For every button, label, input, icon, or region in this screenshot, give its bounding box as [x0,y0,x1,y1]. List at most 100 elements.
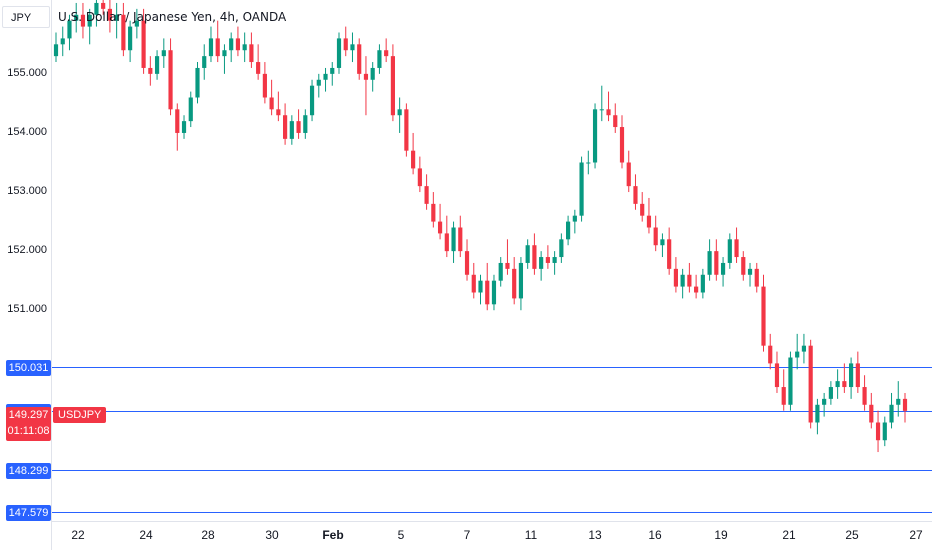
candle-body [808,345,813,423]
candle-body [754,268,759,287]
candle [101,0,106,15]
candle-body [646,215,652,228]
candle [316,73,321,98]
candle [633,174,638,210]
candle-body [148,67,153,74]
symbol-box[interactable]: JPY [2,6,50,28]
candle-body [741,257,746,275]
candle-body [87,14,92,27]
candle [215,20,220,63]
candle [592,103,598,169]
candle [343,26,348,57]
candle-body [141,20,146,68]
candle-body [215,38,220,57]
candle [249,32,254,68]
candle [822,392,827,417]
candle [660,233,665,258]
candle [518,257,524,311]
price-tick-label: 155.000 [7,66,47,79]
time-tick-label: 25 [845,528,859,542]
candle-body [875,422,881,441]
candle-body [208,38,214,57]
current-price-badge: 149.297 01:11:08 [6,407,51,441]
candle [485,262,490,311]
candle [94,0,99,27]
candle [128,20,133,63]
candle-body [134,20,139,27]
candle-body [289,121,294,139]
candle [60,26,65,57]
candle-body [592,109,598,163]
candle-body [262,73,267,98]
candle-body [882,422,887,441]
horizontal-lines-layer [52,367,932,513]
candles-layer [53,0,908,453]
candle-body [323,73,328,80]
time-tick-label: Feb [322,528,344,542]
candle [512,257,517,305]
candle-body [181,121,187,133]
candle-body [161,50,166,57]
candle [309,79,315,122]
candle-body [296,121,301,133]
candle [680,268,685,299]
candle [741,251,746,281]
candle-body [417,168,422,187]
candle-body [464,251,470,275]
hline-badge: 147.579 [6,504,51,521]
candle-body [283,115,288,139]
candle-body [680,274,685,287]
candle [619,115,625,169]
candle [411,132,416,175]
candle-body [53,44,59,57]
candle-body [343,38,348,51]
candle-body [154,56,160,74]
candle [801,333,807,364]
candle [539,251,544,281]
candle-body [869,404,874,423]
candle-body [747,268,753,275]
candle-body [458,227,463,252]
time-tick-label: 11 [524,528,538,542]
candle [431,192,436,228]
candle [720,257,726,287]
candle [256,44,261,80]
candle-body [552,257,557,263]
candle-body [572,215,577,222]
candle [370,62,375,92]
candle-body [397,109,402,116]
price-tick-label: 154.000 [7,125,47,138]
candle [289,115,294,145]
candle [707,239,712,281]
time-tick-label: 21 [782,528,796,542]
candle-body [444,233,449,252]
time-tick-label: 19 [714,528,728,542]
candle-body [471,274,476,293]
time-tick-label: 16 [648,528,662,542]
candle [458,215,463,258]
candle [673,257,678,293]
candle [491,274,497,311]
candle-body [606,109,611,116]
candle-body [188,97,193,122]
candle-body [842,381,847,388]
candle [350,32,355,63]
candle [694,274,699,299]
time-tick-label: 30 [265,528,279,542]
candle-body [640,203,645,216]
candle [336,32,342,74]
time-tick-label: 5 [397,528,405,542]
hline-badge: 150.031 [6,359,51,376]
candle-body [411,150,416,169]
candle [121,2,126,57]
candle-body [451,227,456,252]
candle-body [222,50,227,57]
candle [114,2,119,39]
candle-body [330,67,335,74]
candle [303,109,308,139]
candle-body [336,38,342,68]
candle-body [505,262,510,269]
candle-body [67,20,72,39]
